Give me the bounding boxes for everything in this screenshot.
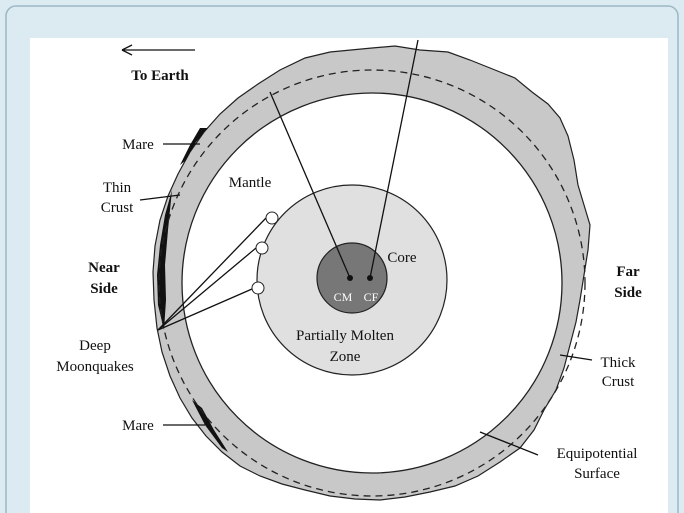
label: Partially Molten	[296, 328, 394, 344]
label: Far	[616, 264, 640, 280]
cm-line	[269, 91, 351, 279]
leaders	[121, 44, 593, 456]
label: Mare	[122, 137, 154, 153]
label: CF	[364, 290, 379, 304]
label: Thick	[601, 355, 636, 371]
label: Mantle	[229, 175, 272, 191]
label: Side	[90, 281, 118, 297]
label: Zone	[330, 349, 361, 365]
cf-line	[369, 39, 419, 279]
label: Deep	[79, 338, 111, 354]
label: Equipotential	[557, 446, 638, 462]
equipotential-line	[158, 69, 586, 497]
label: Core	[387, 250, 417, 266]
label: Mare	[122, 418, 154, 434]
label: Crust	[101, 200, 134, 216]
mare-patch	[157, 190, 172, 330]
to-earth: To Earth	[131, 68, 189, 84]
label: Crust	[602, 374, 635, 390]
mare-patch	[192, 400, 228, 452]
label: CM	[334, 290, 353, 304]
mare-patch	[180, 128, 208, 165]
moonquakes	[251, 211, 279, 295]
label: Near	[88, 260, 120, 276]
cm-dot	[347, 275, 353, 281]
label: Moonquakes	[56, 359, 134, 375]
label: Surface	[574, 466, 620, 482]
label: Thin	[103, 180, 132, 196]
cf-dot	[367, 275, 373, 281]
label: Side	[614, 285, 642, 301]
